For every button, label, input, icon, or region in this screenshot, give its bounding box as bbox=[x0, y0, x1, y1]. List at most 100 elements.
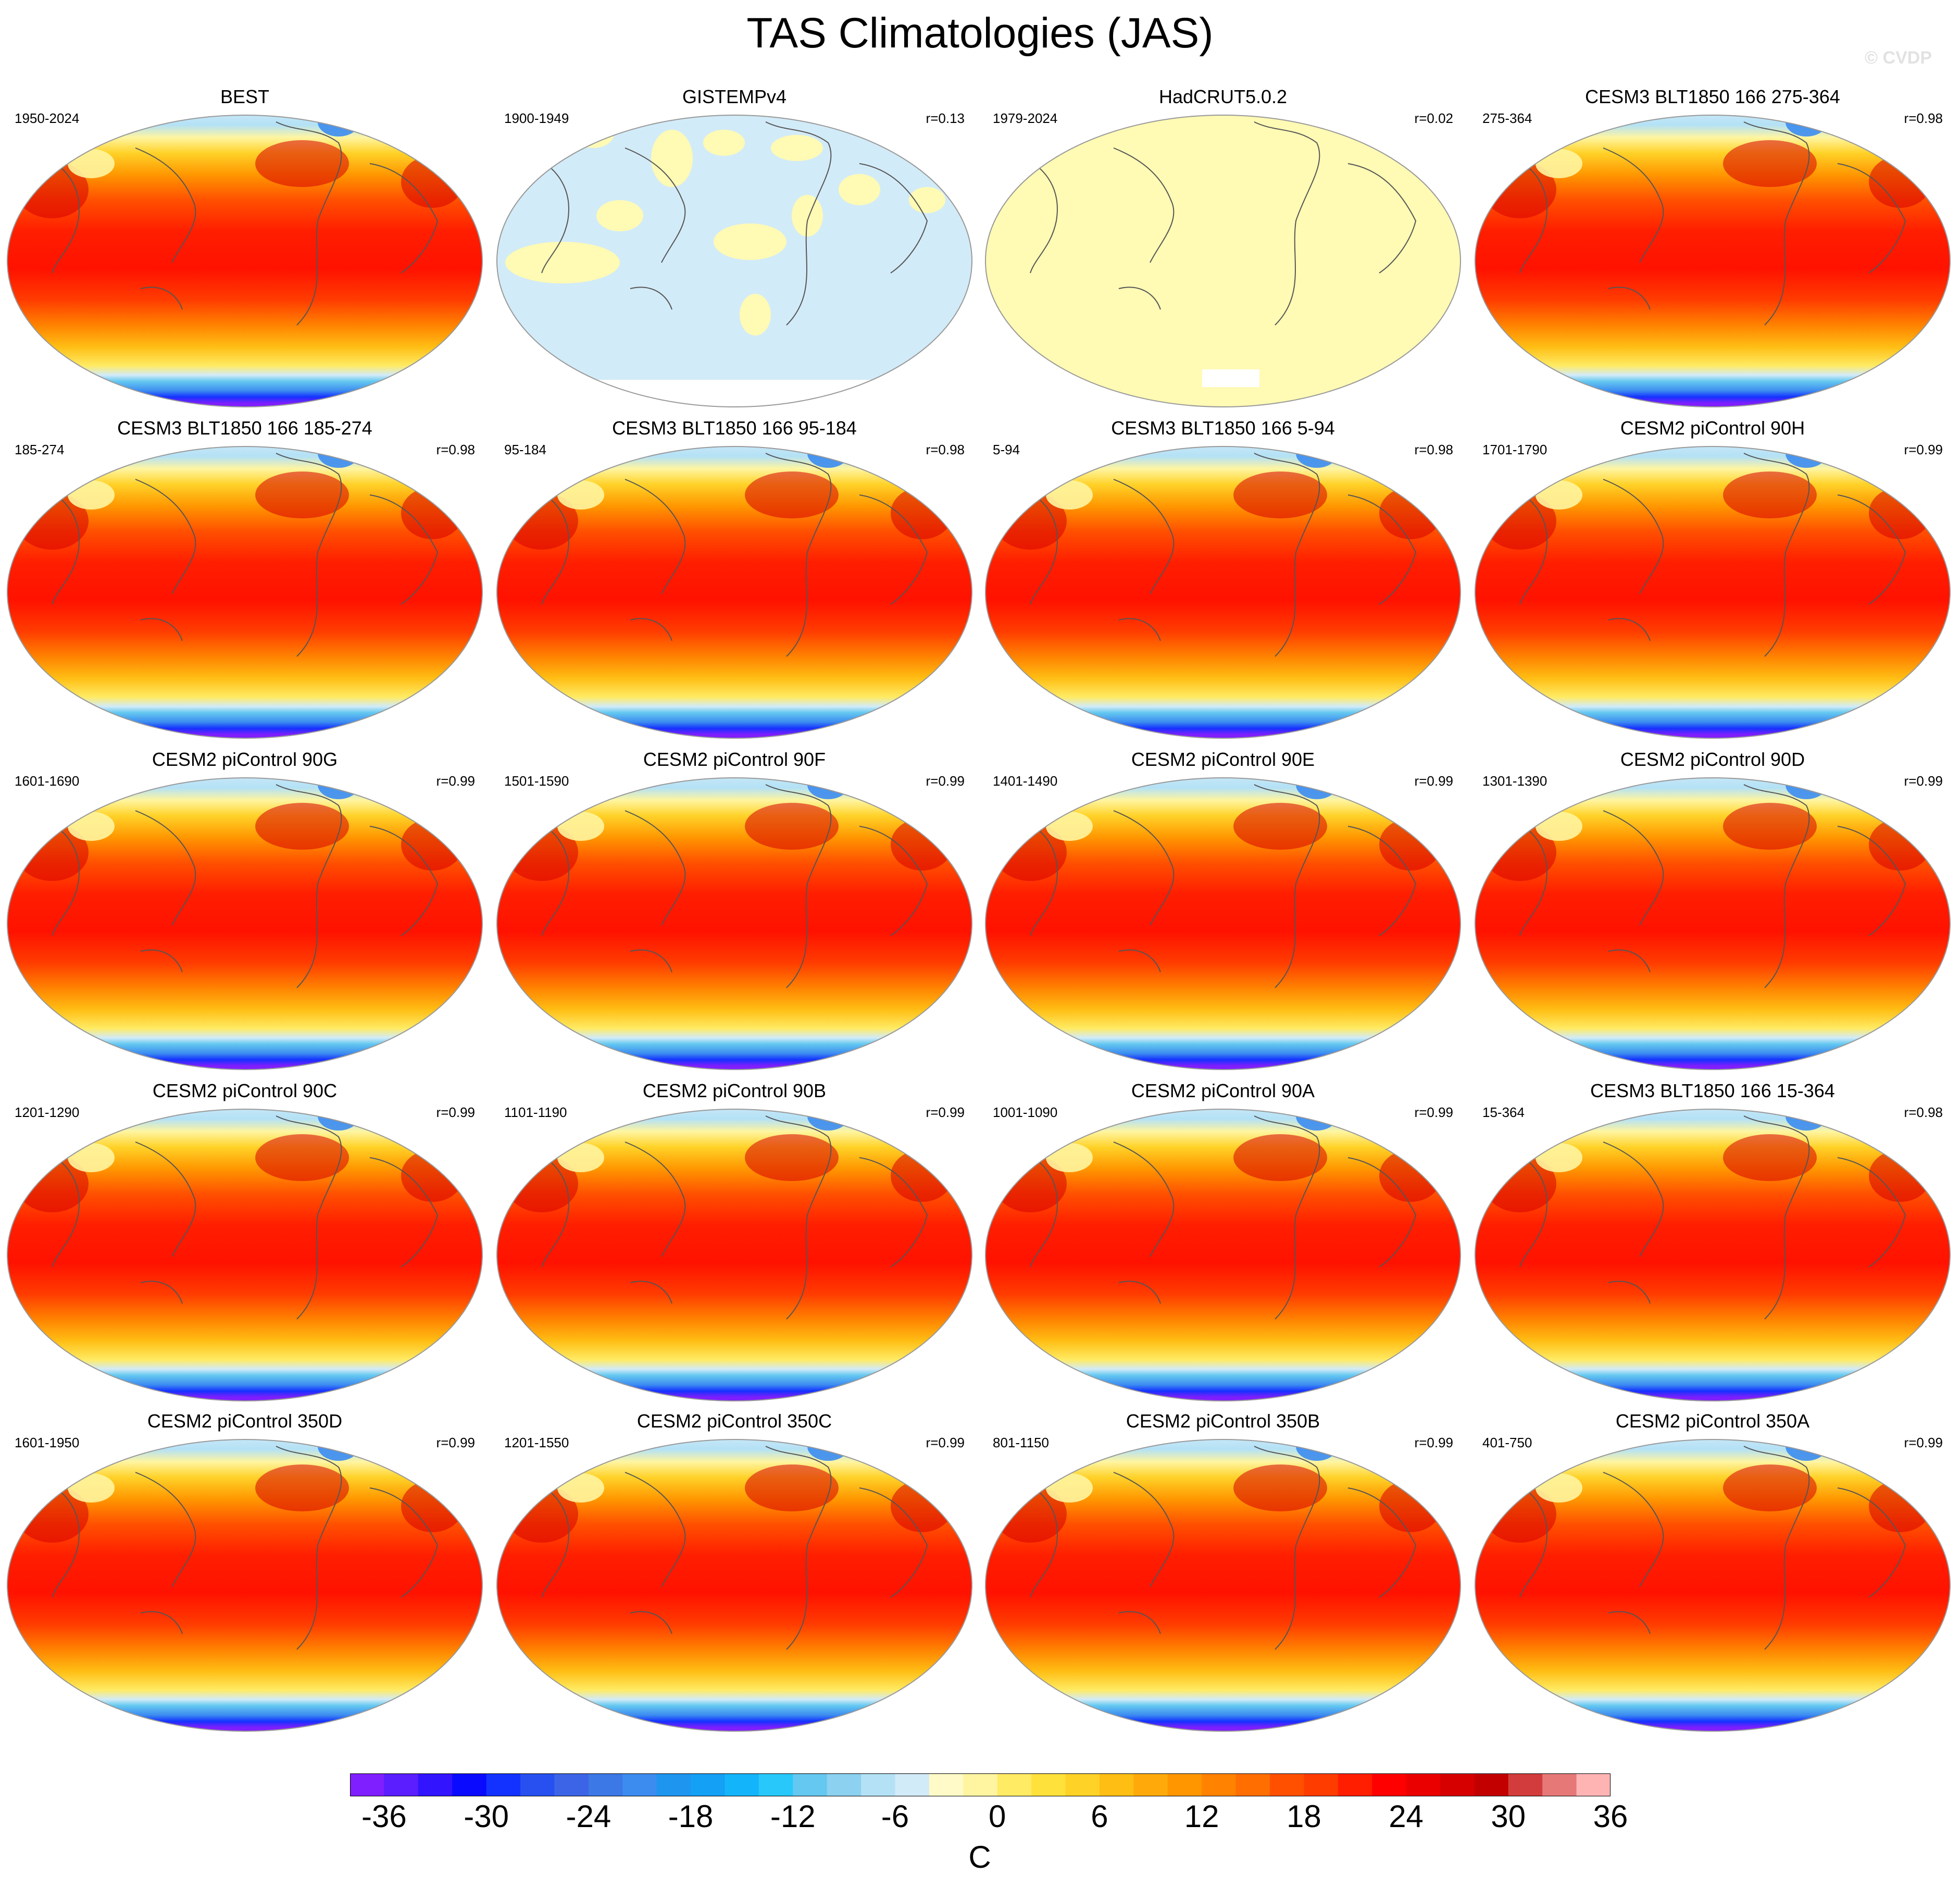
map-panel: CESM2 piControl 90G 1601-1690 r=0.99 bbox=[5, 748, 484, 1071]
panel-pattern-correlation: r=0.99 bbox=[436, 773, 475, 789]
map-panel: CESM3 BLT1850 166 185-274 185-274 r=0.98 bbox=[5, 417, 484, 740]
colorbar bbox=[350, 1773, 1611, 1796]
panel-title: GISTEMPv4 bbox=[682, 86, 787, 107]
world-map bbox=[985, 446, 1461, 739]
panel-title: CESM2 piControl 90D bbox=[1620, 749, 1805, 770]
coastline bbox=[536, 1115, 928, 1320]
temperature-field bbox=[7, 115, 482, 407]
map-panel: CESM2 piControl 90H 1701-1790 r=0.99 bbox=[1473, 417, 1952, 740]
panel-year-range: 1601-1950 bbox=[15, 1435, 80, 1450]
colorbar-tick-label: -18 bbox=[668, 1799, 714, 1834]
temperature-field bbox=[497, 1439, 972, 1731]
temperature-field bbox=[985, 115, 1460, 407]
colorbar-swatch bbox=[554, 1773, 589, 1796]
panel-pattern-correlation: r=0.98 bbox=[1904, 110, 1943, 126]
map-panel: GISTEMPv4 1900-1949 r=0.13 bbox=[495, 85, 974, 408]
coastline bbox=[1514, 453, 1906, 657]
panel-pattern-correlation: r=0.99 bbox=[926, 1435, 965, 1450]
panel-year-range: 1201-1550 bbox=[504, 1435, 569, 1450]
coastline bbox=[536, 1446, 928, 1650]
coastline bbox=[1514, 1115, 1906, 1320]
map-panel: BEST 1950-2024 bbox=[5, 85, 484, 408]
colorbar-tick-label: 18 bbox=[1286, 1799, 1321, 1834]
colorbar-swatch bbox=[1372, 1773, 1407, 1796]
colorbar-swatch bbox=[725, 1773, 759, 1796]
map-panel: CESM3 BLT1850 166 15-364 15-364 r=0.98 bbox=[1473, 1079, 1952, 1402]
map-panel: CESM2 piControl 90C 1201-1290 r=0.99 bbox=[5, 1079, 484, 1402]
coastline bbox=[1025, 121, 1417, 326]
world-map bbox=[1475, 777, 1951, 1070]
coastline bbox=[536, 784, 928, 988]
world-map bbox=[496, 1439, 972, 1732]
panel-year-range: 1301-1390 bbox=[1482, 773, 1547, 789]
temperature-field bbox=[985, 1439, 1460, 1731]
map-panel: CESM2 piControl 90B 1101-1190 r=0.99 bbox=[495, 1079, 974, 1402]
colorbar-tick-label: 12 bbox=[1184, 1799, 1219, 1834]
watermark-text: © CVDP bbox=[1865, 48, 1932, 68]
coastline bbox=[46, 784, 439, 988]
panel-pattern-correlation: r=0.99 bbox=[1904, 1435, 1943, 1450]
panel-pattern-correlation: r=0.13 bbox=[926, 110, 965, 126]
colorbar-swatch bbox=[1304, 1773, 1339, 1796]
coastline bbox=[1514, 121, 1906, 326]
colorbar-swatch bbox=[861, 1773, 895, 1796]
colorbar-swatch bbox=[452, 1773, 487, 1796]
colorbar-swatch bbox=[1202, 1773, 1237, 1796]
colorbar-swatch bbox=[997, 1773, 1032, 1796]
colorbar-swatch bbox=[793, 1773, 828, 1796]
colorbar-swatch bbox=[1474, 1773, 1509, 1796]
colorbar-swatch bbox=[1542, 1773, 1577, 1796]
colorbar-swatch bbox=[758, 1773, 793, 1796]
colorbar-swatch bbox=[1406, 1773, 1441, 1796]
panel-pattern-correlation: r=0.99 bbox=[1414, 1435, 1453, 1450]
map-panel: CESM3 BLT1850 166 5-94 5-94 r=0.98 bbox=[983, 417, 1463, 740]
coastline bbox=[1025, 1446, 1417, 1650]
colorbar-units-label: C bbox=[968, 1840, 991, 1874]
panel-year-range: 1900-1949 bbox=[504, 110, 569, 126]
panel-title: CESM2 piControl 350A bbox=[1615, 1410, 1810, 1432]
panel-year-range: 5-94 bbox=[993, 442, 1020, 457]
panel-year-range: 1979-2024 bbox=[993, 110, 1058, 126]
colorbar-swatch bbox=[1508, 1773, 1543, 1796]
panel-pattern-correlation: r=0.99 bbox=[436, 1104, 475, 1120]
coastline bbox=[1025, 784, 1417, 988]
panel-year-range: 1501-1590 bbox=[504, 773, 569, 789]
map-panel: CESM2 piControl 90A 1001-1090 r=0.99 bbox=[983, 1079, 1463, 1402]
world-map bbox=[496, 1109, 972, 1401]
panel-year-range: 1001-1090 bbox=[993, 1104, 1058, 1120]
world-map bbox=[496, 115, 972, 407]
panel-title: CESM2 piControl 90F bbox=[643, 749, 826, 770]
coastline bbox=[1025, 453, 1417, 657]
panel-title: CESM3 BLT1850 166 275-364 bbox=[1585, 86, 1840, 107]
colorbar-swatch bbox=[1031, 1773, 1066, 1796]
temperature-field bbox=[497, 1109, 972, 1401]
map-panel: CESM2 piControl 90F 1501-1590 r=0.99 bbox=[495, 748, 974, 1071]
temperature-field bbox=[985, 778, 1460, 1070]
coastline bbox=[536, 121, 928, 326]
map-panel: CESM2 piControl 350B 801-1150 r=0.99 bbox=[983, 1410, 1463, 1733]
map-panel: HadCRUT5.0.2 1979-2024 r=0.02 bbox=[983, 85, 1463, 408]
world-map bbox=[985, 777, 1461, 1070]
colorbar-swatch bbox=[656, 1773, 691, 1796]
temperature-field bbox=[1475, 778, 1950, 1070]
world-map bbox=[1475, 446, 1951, 739]
colorbar-swatch bbox=[588, 1773, 623, 1796]
colorbar-swatch bbox=[418, 1773, 453, 1796]
temperature-field bbox=[1475, 1109, 1950, 1401]
world-map bbox=[7, 446, 483, 739]
colorbar-swatch bbox=[963, 1773, 998, 1796]
panel-title: CESM2 piControl 90A bbox=[1131, 1080, 1315, 1101]
panel-title: BEST bbox=[220, 86, 270, 107]
panel-pattern-correlation: r=0.99 bbox=[926, 1104, 965, 1120]
colorbar-swatch bbox=[1065, 1773, 1100, 1796]
colorbar-swatch bbox=[691, 1773, 725, 1796]
coastline bbox=[1025, 1115, 1417, 1320]
colorbar-tick-label: 30 bbox=[1491, 1799, 1526, 1834]
temperature-field bbox=[1475, 1439, 1950, 1731]
panel-title: CESM2 piControl 90B bbox=[642, 1080, 827, 1101]
colorbar-swatch bbox=[929, 1773, 964, 1796]
world-map bbox=[1475, 1109, 1951, 1401]
panel-pattern-correlation: r=0.99 bbox=[1904, 773, 1943, 789]
world-map bbox=[985, 115, 1461, 407]
world-map bbox=[1475, 1439, 1951, 1732]
